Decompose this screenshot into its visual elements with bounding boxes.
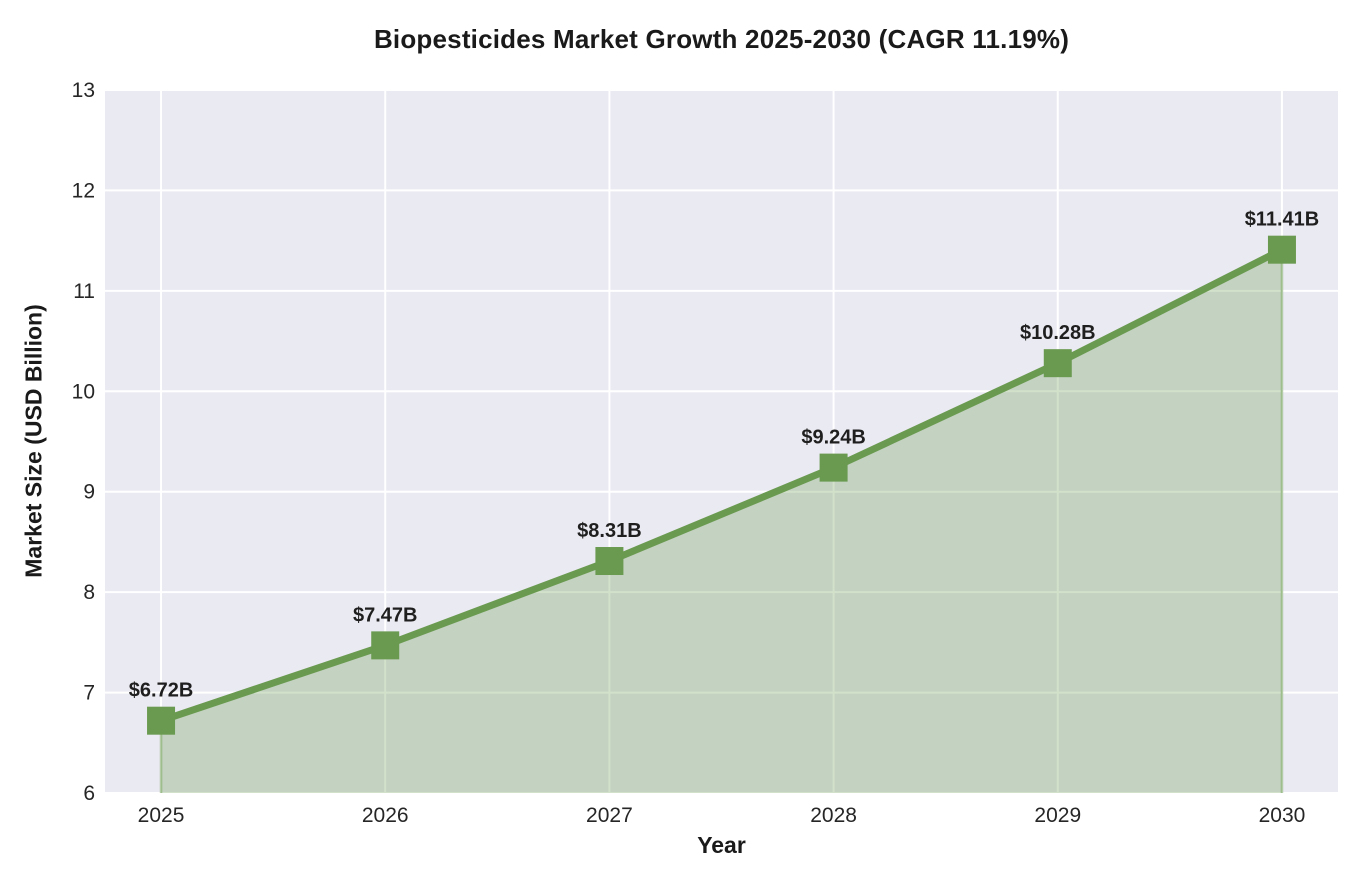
x-tick-label: 2030	[1259, 804, 1306, 827]
y-tick-label: 10	[72, 380, 95, 403]
y-tick-label: 6	[83, 782, 95, 805]
x-tick-label: 2029	[1034, 804, 1081, 827]
trend-line	[157, 246, 1286, 725]
data-point-label: $6.72B	[129, 680, 194, 702]
data-point-label: $9.24B	[801, 427, 866, 449]
data-point-label: $11.41B	[1245, 209, 1320, 231]
data-point-marker	[371, 631, 400, 660]
chart-title: Biopesticides Market Growth 2025-2030 (C…	[373, 24, 1070, 54]
y-tick-label: 7	[83, 682, 95, 705]
data-point-label: $8.31B	[577, 520, 642, 542]
x-axis-label: Year	[697, 832, 746, 858]
data-point-marker	[819, 453, 848, 482]
area-fill	[161, 249, 1282, 794]
y-axis-label: Market Size (USD Billion)	[20, 304, 47, 578]
y-tick-label: 8	[83, 581, 95, 604]
data-point-marker	[1043, 349, 1072, 378]
x-tick-label: 2026	[362, 804, 409, 827]
data-point-marker	[595, 547, 624, 576]
x-tick-label: 2027	[586, 804, 633, 827]
y-tick-label: 11	[73, 280, 95, 303]
x-tick-label: 2025	[138, 804, 185, 827]
data-point-marker	[147, 706, 176, 735]
x-tick-label: 2028	[810, 804, 857, 827]
data-point-marker	[1267, 235, 1296, 264]
plot-background	[105, 90, 1338, 793]
y-tick-label: 12	[72, 179, 95, 202]
data-point-label: $10.28B	[1020, 322, 1096, 344]
y-tick-label: 13	[72, 79, 95, 102]
data-point-label: $7.47B	[353, 604, 418, 626]
y-tick-label: 9	[83, 481, 95, 504]
